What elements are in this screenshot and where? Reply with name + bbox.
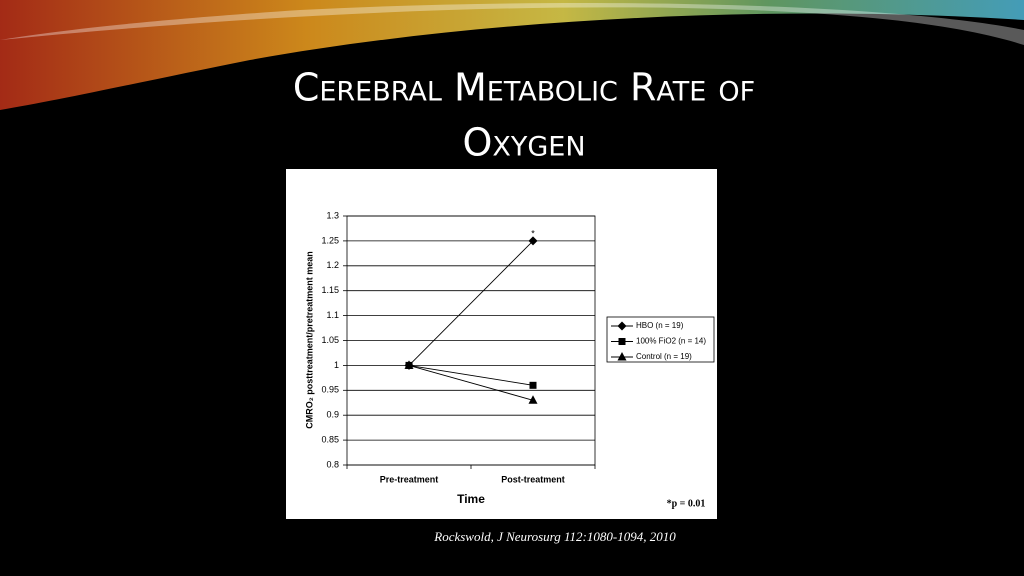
- decor-swoosh-highlight: [0, 2, 1024, 45]
- citation: Rockswold, J Neurosurg 112:1080-1094, 20…: [433, 529, 676, 544]
- legend-marker: [618, 338, 626, 345]
- footnote: *p = 0.01: [667, 498, 706, 509]
- y-tick-label: 1: [334, 360, 339, 370]
- y-tick-label: 0.8: [326, 459, 339, 469]
- y-tick-label: 1.15: [321, 285, 339, 295]
- slide-title: Oxygen: [462, 121, 585, 165]
- x-axis-label: Time: [457, 492, 485, 506]
- decor-swoosh: [0, 0, 1024, 110]
- data-point: [528, 395, 538, 404]
- x-tick-label: Pre-treatment: [380, 474, 439, 484]
- legend-label: 100% FiO2 (n = 14): [636, 337, 706, 346]
- legend-marker: [617, 321, 627, 331]
- y-tick-label: 1.05: [321, 335, 339, 345]
- point-annotation: *: [531, 228, 535, 238]
- data-point: [528, 236, 538, 246]
- y-tick-label: 1.2: [326, 260, 339, 270]
- y-tick-label: 1.1: [326, 310, 339, 320]
- series-line: [408, 364, 534, 401]
- y-axis-label: CMRO₂ posttreatment/pretreatment mean: [304, 251, 314, 429]
- y-tick-label: 0.85: [321, 434, 339, 444]
- legend-label: HBO (n = 19): [636, 321, 684, 330]
- y-tick-label: 1.25: [321, 235, 339, 245]
- data-point: [529, 381, 537, 389]
- legend-marker: [617, 352, 627, 361]
- y-tick-label: 1.3: [326, 210, 339, 220]
- series-line: [408, 364, 534, 386]
- slide-title: Cerebral Metabolic Rate of: [293, 66, 755, 110]
- legend-label: Control (n = 19): [636, 352, 692, 361]
- y-tick-label: 0.9: [326, 410, 339, 420]
- x-tick-label: Post-treatment: [501, 474, 565, 484]
- series-line: [408, 240, 534, 366]
- y-tick-label: 0.95: [321, 385, 339, 395]
- data-point: [404, 360, 414, 369]
